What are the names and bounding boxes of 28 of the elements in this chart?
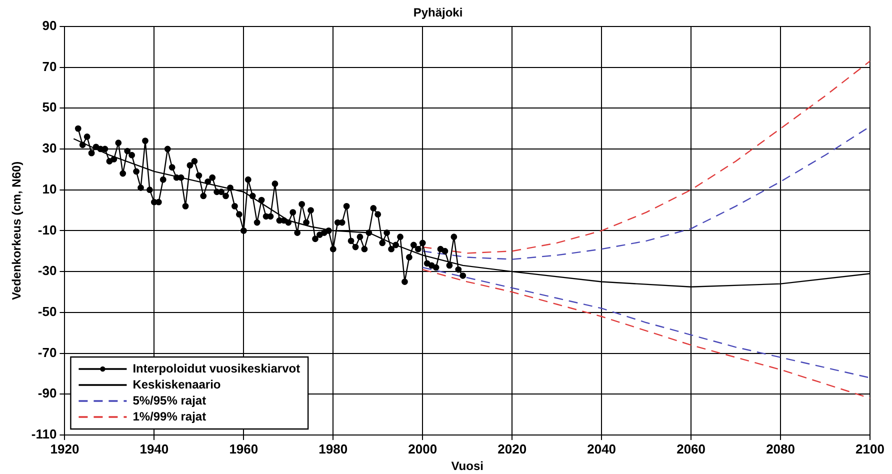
x-tick-label: 2060 (676, 441, 706, 456)
y-tick-label: -10 (38, 222, 57, 238)
y-tick-label: 90 (42, 18, 57, 33)
x-tick-label: 1920 (50, 441, 80, 456)
x-axis-title: Vuosi (451, 459, 484, 474)
y-tick-label: 10 (42, 181, 57, 196)
legend-label: 5%/95% rajat (132, 393, 206, 408)
legend-label: 1%/99% rajat (132, 409, 206, 424)
x-tick-label: 2040 (587, 441, 616, 456)
x-tick-label: 1960 (229, 441, 258, 456)
x-tick-label: 2100 (856, 441, 884, 456)
y-tick-label: 50 (42, 100, 57, 115)
legend-label: Keskiskenaario (132, 377, 221, 392)
y-tick-label: -70 (38, 344, 57, 360)
x-tick-label: 2000 (408, 441, 438, 456)
y-axis-title: Vedenkorkeus (cm, N60) (10, 161, 24, 300)
y-tick-label: 70 (42, 58, 57, 74)
y-tick-label: -50 (38, 304, 57, 319)
y-tick-label: -110 (31, 426, 57, 442)
chart-title: Pyhäjoki (413, 6, 463, 20)
y-tick-label: -30 (38, 263, 57, 278)
x-tick-label: 2080 (766, 441, 795, 456)
x-tick-label: 2020 (498, 441, 527, 456)
y-tick-label: 30 (42, 140, 57, 156)
x-tick-label: 1980 (318, 441, 348, 456)
legend-label: Interpoloidut vuosikeskiarvot (132, 361, 300, 376)
y-tick-label: -90 (38, 386, 57, 401)
x-tick-label: 1940 (140, 441, 169, 456)
